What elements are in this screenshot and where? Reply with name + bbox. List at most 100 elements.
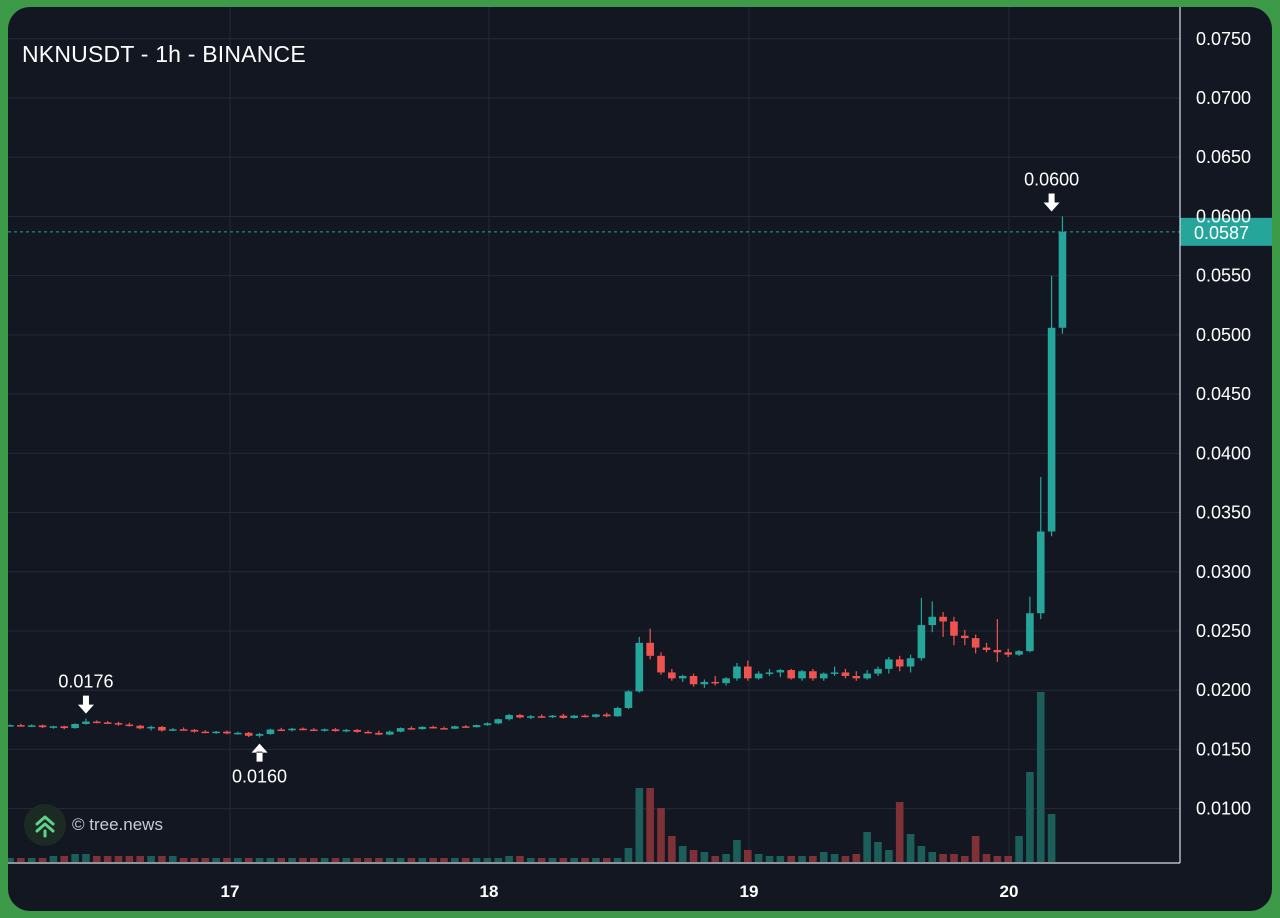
candle-body: [71, 723, 79, 729]
candle-body: [733, 666, 741, 679]
volume-bar: [819, 852, 828, 862]
volume-bar: [830, 854, 839, 862]
candle-body: [27, 725, 36, 727]
volume-bar: [82, 854, 90, 862]
volume-bar: [570, 858, 578, 862]
volume-bar: [700, 852, 709, 862]
candle-body: [136, 725, 144, 729]
volume-bar: [223, 858, 231, 862]
candle-body: [60, 726, 69, 729]
x-tick-label: 19: [740, 882, 759, 901]
candle-body: [255, 734, 264, 736]
candle-body: [1036, 531, 1045, 614]
volume-bar: [613, 858, 622, 862]
candle-body: [212, 731, 220, 734]
candle-body: [353, 729, 361, 732]
candle-body: [1015, 651, 1023, 655]
candle-body: [17, 725, 25, 727]
volume-bar: [505, 856, 513, 862]
candle-body: [1047, 327, 1056, 532]
volume-bar: [548, 858, 557, 862]
y-tick-label: 0.0450: [1196, 384, 1251, 404]
volume-bar: [668, 836, 676, 862]
y-tick-label: 0.0350: [1196, 503, 1251, 523]
candle-body: [895, 659, 904, 667]
candle-body: [527, 716, 535, 718]
candle-body: [711, 681, 720, 684]
volume-bar: [961, 856, 969, 862]
volume-bar: [906, 834, 915, 862]
last-price-label: 0.0587: [1194, 223, 1249, 243]
volume-bar: [103, 856, 112, 862]
candle-body: [288, 728, 296, 731]
volume-bar: [461, 858, 470, 862]
volume-bar: [364, 858, 372, 862]
y-tick-label: 0.0750: [1196, 29, 1251, 49]
candle-body: [103, 722, 112, 724]
annotation-high: 0.0176: [58, 672, 113, 714]
candle-body: [993, 649, 1002, 653]
candle-body: [570, 715, 578, 718]
volume-bar: [429, 858, 437, 862]
candle-body: [917, 625, 926, 659]
candle-body: [613, 707, 622, 717]
volume-bar: [418, 858, 427, 862]
candle-body: [147, 726, 155, 729]
candle-body: [114, 723, 123, 725]
volume-bar: [646, 788, 654, 862]
volume-bar: [798, 856, 806, 862]
volume-bar: [1015, 836, 1023, 862]
candle-body: [461, 726, 470, 728]
annotation-high: 0.0600: [1024, 169, 1079, 212]
candle-body: [93, 721, 101, 724]
volume-bar: [17, 858, 25, 862]
volume-bar: [310, 858, 318, 862]
candle-body: [602, 714, 611, 717]
chart-title: NKNUSDT - 1h - BINANCE: [22, 41, 306, 67]
candle-body: [548, 715, 557, 718]
volume-bar: [385, 858, 394, 862]
volume-bar: [212, 858, 220, 862]
candles: [8, 216, 1067, 738]
y-tick-label: 0.0550: [1196, 266, 1251, 286]
candle-body: [592, 714, 600, 717]
candle-body: [49, 726, 58, 728]
volume-bar: [451, 858, 459, 862]
watermark: © tree.news: [24, 804, 163, 846]
candle-body: [765, 672, 774, 674]
candle-body: [668, 672, 676, 679]
candle-body: [700, 681, 709, 685]
volume-bars: [8, 692, 1056, 862]
volume-bar: [624, 848, 633, 862]
annotation-label: 0.0160: [232, 767, 287, 787]
candle-body: [38, 725, 47, 728]
candle-body: [928, 616, 937, 626]
candle-body: [819, 673, 828, 679]
volume-bar: [722, 854, 730, 862]
candle-body: [234, 732, 242, 735]
candle-body: [125, 724, 134, 727]
candle-body: [906, 658, 915, 667]
candle-body: [396, 728, 405, 732]
candle-body: [885, 659, 893, 669]
volume-bar: [483, 858, 492, 862]
candle-body: [158, 726, 166, 731]
volume-bar: [125, 856, 134, 862]
volume-bar: [657, 808, 665, 862]
volume-bar: [689, 850, 698, 862]
candle-body: [483, 723, 492, 726]
volume-bar: [592, 858, 600, 862]
y-tick-label: 0.0100: [1196, 799, 1251, 819]
volume-bar: [179, 858, 188, 862]
candle-body: [407, 728, 416, 730]
volume-bar: [809, 856, 817, 862]
volume-bar: [158, 856, 166, 862]
candle-body: [646, 642, 654, 656]
volume-bar: [537, 858, 546, 862]
candle-body: [1058, 231, 1067, 328]
volume-bar: [787, 856, 795, 862]
candle-body: [364, 731, 372, 734]
volume-bar: [320, 858, 329, 862]
candle-body: [537, 716, 546, 718]
